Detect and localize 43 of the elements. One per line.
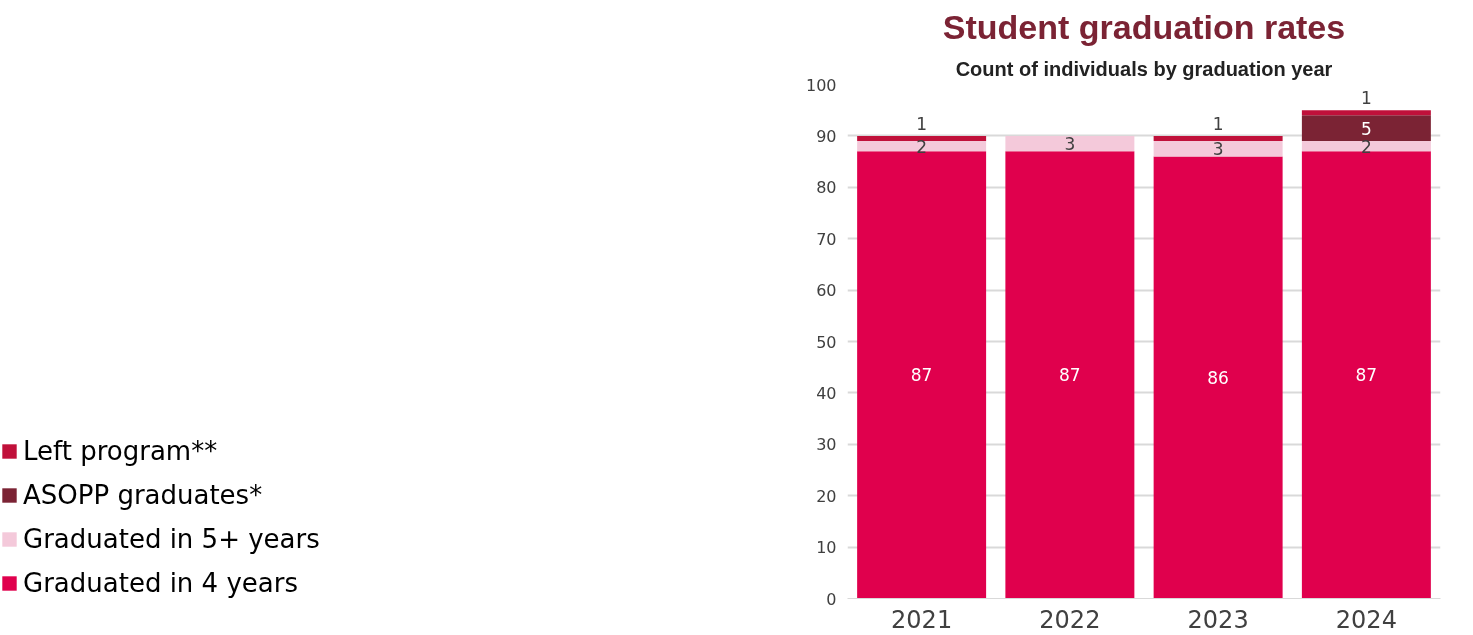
x-tick-label: 2022 — [1039, 605, 1101, 634]
y-tick-label: 100 — [805, 75, 837, 95]
y-tick-label: 80 — [816, 178, 837, 198]
bar — [1153, 141, 1283, 157]
data-label: 87 — [910, 365, 933, 386]
legend-label: Graduated in 5+ years — [23, 524, 320, 554]
bar — [1301, 115, 1431, 142]
chart-title: Student graduation rates — [942, 7, 1346, 46]
bar — [1301, 110, 1431, 116]
bar — [857, 151, 987, 599]
chart-subtitle: Count of individuals by graduation year — [955, 57, 1333, 80]
data-label: 1 — [916, 113, 928, 134]
x-tick-label: 2024 — [1335, 605, 1397, 634]
bar — [1153, 135, 1283, 142]
y-tick-label: 10 — [816, 538, 837, 558]
y-tick-label: 60 — [816, 281, 837, 301]
x-tick-label: 2023 — [1187, 605, 1249, 634]
data-label: 86 — [1207, 367, 1229, 388]
legend-label: Left program** — [23, 436, 218, 466]
y-tick-label: 90 — [816, 126, 837, 146]
data-label: 87 — [1059, 365, 1081, 386]
y-tick-label: 30 — [816, 435, 837, 455]
y-tick-label: 70 — [816, 229, 837, 249]
bar — [1153, 156, 1283, 599]
bar — [857, 141, 987, 152]
y-tick-label: 20 — [816, 486, 837, 506]
bar — [1301, 141, 1431, 152]
legend-label: ASOPP graduates* — [23, 480, 263, 510]
data-label: 1 — [1360, 87, 1372, 108]
bar — [1005, 135, 1135, 152]
data-label: 3 — [1212, 139, 1224, 160]
data-label: 5 — [1360, 118, 1372, 139]
data-label: 1 — [1212, 113, 1224, 134]
bar — [1005, 151, 1135, 599]
legend-label: Graduated in 4 years — [23, 568, 298, 598]
bar — [857, 135, 987, 142]
bar — [1301, 151, 1431, 599]
y-tick-label: 50 — [816, 332, 837, 352]
data-label: 3 — [1064, 134, 1076, 155]
y-tick-label: 40 — [816, 383, 837, 403]
data-label: 87 — [1355, 365, 1378, 386]
x-tick-label: 2021 — [891, 605, 953, 634]
y-tick-label: 0 — [826, 589, 837, 609]
